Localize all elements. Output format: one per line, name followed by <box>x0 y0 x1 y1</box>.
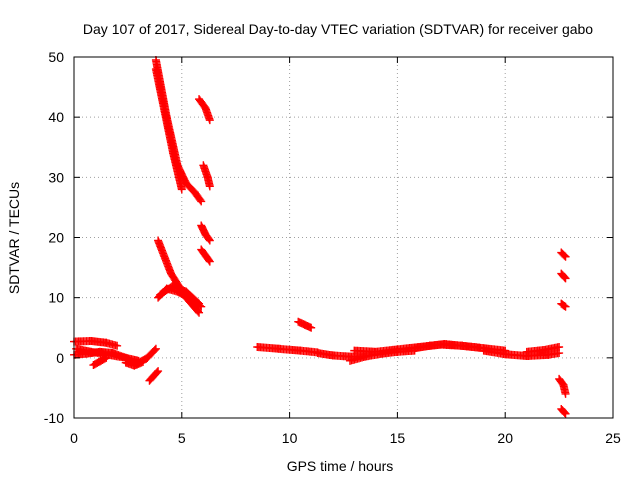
data-track <box>197 221 214 245</box>
y-tick-label: 40 <box>48 109 64 125</box>
data-point <box>197 197 206 206</box>
x-axis-label: GPS time / hours <box>287 458 394 474</box>
data-point <box>560 273 569 282</box>
y-axis-label: SDTVAR / TECUs <box>6 182 22 294</box>
data-point <box>151 344 160 353</box>
data-point <box>150 345 159 354</box>
y-tick-label: 30 <box>48 169 64 185</box>
data-point <box>195 299 204 308</box>
x-tick-label: 5 <box>178 430 186 446</box>
data-point <box>205 257 214 266</box>
data-point <box>205 236 214 245</box>
x-tick-label: 20 <box>497 430 513 446</box>
data-point <box>193 298 202 307</box>
data-point <box>559 272 568 281</box>
data-point <box>475 343 484 352</box>
data-track <box>555 374 570 398</box>
data-track <box>557 404 570 418</box>
data-point <box>561 409 570 418</box>
y-tick-label: 0 <box>56 350 64 366</box>
data-point <box>101 354 110 363</box>
y-tick-label: 20 <box>48 230 64 246</box>
data-track <box>410 339 484 353</box>
x-tick-label: 15 <box>390 430 406 446</box>
data-point <box>561 274 570 283</box>
data-point <box>177 185 186 194</box>
data-track <box>121 358 147 370</box>
data-point <box>154 367 163 376</box>
data-point <box>560 408 569 417</box>
data-point <box>559 407 568 416</box>
data-track <box>557 299 570 311</box>
data-track <box>195 95 214 125</box>
x-tick-label: 10 <box>282 430 298 446</box>
data-track <box>151 65 186 194</box>
data-track <box>145 367 163 385</box>
y-tick-label: 10 <box>48 290 64 306</box>
data-point <box>205 116 214 125</box>
data-points <box>70 56 570 418</box>
data-point <box>195 308 204 317</box>
data-track <box>522 343 564 356</box>
data-track <box>557 269 570 283</box>
data-track <box>557 248 570 261</box>
data-point <box>561 252 570 261</box>
x-tick-label: 0 <box>70 430 78 446</box>
data-point <box>561 389 570 398</box>
data-point <box>196 196 205 205</box>
y-tick-label: -10 <box>44 410 64 426</box>
data-point <box>307 323 316 332</box>
data-point <box>153 368 162 377</box>
chart-title: Day 107 of 2017, Sidereal Day-to-day VTE… <box>83 21 593 37</box>
data-track <box>197 245 214 266</box>
data-point <box>560 301 569 310</box>
data-point <box>113 341 122 350</box>
axis-ticks: 0 5 10 15 20 25 -10 0 10 20 30 40 50 <box>44 49 621 446</box>
data-point <box>138 358 147 367</box>
data-track <box>294 317 316 332</box>
data-track <box>89 353 111 370</box>
data-point <box>560 251 569 260</box>
data-point <box>204 256 213 265</box>
data-point <box>205 182 214 191</box>
x-tick-label: 25 <box>605 430 621 446</box>
data-point <box>102 353 111 362</box>
data-point <box>555 343 564 352</box>
y-tick-label: 50 <box>48 49 64 65</box>
data-track <box>199 161 214 191</box>
data-point <box>561 302 570 311</box>
data-track <box>156 281 204 308</box>
data-point <box>204 235 213 244</box>
